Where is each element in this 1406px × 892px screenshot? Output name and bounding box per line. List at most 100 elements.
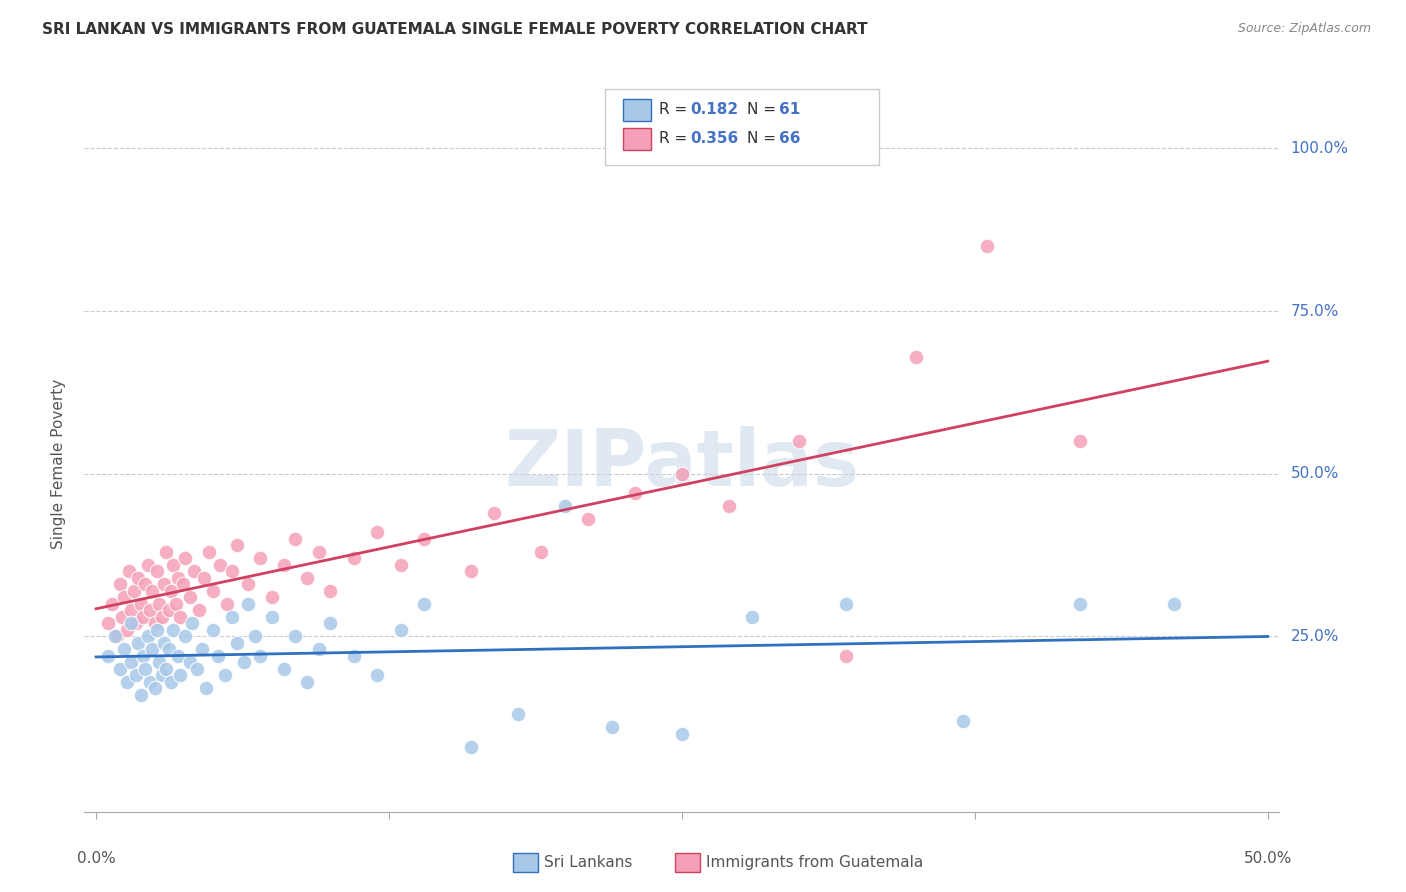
- Point: [186, 662, 208, 676]
- Point: [484, 506, 506, 520]
- Point: [150, 609, 173, 624]
- Point: [118, 564, 141, 578]
- Point: [162, 623, 184, 637]
- Text: 75.0%: 75.0%: [1291, 303, 1339, 318]
- Point: [460, 739, 482, 754]
- Point: [221, 609, 243, 624]
- Point: [134, 577, 156, 591]
- Point: [554, 499, 576, 513]
- Point: [787, 434, 810, 448]
- Point: [207, 648, 229, 663]
- Point: [104, 629, 127, 643]
- Point: [1069, 597, 1091, 611]
- Point: [160, 583, 183, 598]
- Point: [190, 642, 212, 657]
- Point: [174, 629, 197, 643]
- Point: [169, 609, 191, 624]
- Point: [120, 603, 142, 617]
- Text: R =: R =: [659, 131, 693, 145]
- Text: 50.0%: 50.0%: [1243, 851, 1292, 865]
- Point: [214, 668, 236, 682]
- Point: [835, 597, 858, 611]
- Point: [1163, 597, 1185, 611]
- Point: [249, 648, 271, 663]
- Text: 0.182: 0.182: [690, 103, 738, 117]
- Text: 0.0%: 0.0%: [77, 851, 115, 865]
- Text: 50.0%: 50.0%: [1291, 467, 1339, 481]
- Point: [146, 564, 169, 578]
- Point: [143, 681, 166, 695]
- Point: [245, 629, 267, 643]
- Point: [197, 544, 219, 558]
- Point: [343, 648, 366, 663]
- Point: [217, 597, 239, 611]
- Point: [273, 558, 295, 572]
- Point: [183, 564, 205, 578]
- Point: [167, 648, 190, 663]
- Point: [232, 655, 254, 669]
- Point: [671, 727, 693, 741]
- Point: [238, 597, 260, 611]
- Point: [366, 668, 388, 682]
- Text: Sri Lankans: Sri Lankans: [544, 855, 633, 870]
- Point: [209, 558, 232, 572]
- Point: [136, 629, 159, 643]
- Text: 61: 61: [779, 103, 800, 117]
- Point: [146, 623, 169, 637]
- Point: [108, 662, 131, 676]
- Point: [741, 609, 763, 624]
- Point: [952, 714, 974, 728]
- Point: [127, 635, 149, 649]
- Point: [506, 707, 529, 722]
- Point: [193, 571, 215, 585]
- Point: [413, 532, 436, 546]
- Point: [153, 577, 176, 591]
- Point: [134, 662, 156, 676]
- Point: [260, 609, 283, 624]
- Point: [460, 564, 482, 578]
- Point: [167, 571, 190, 585]
- Point: [112, 590, 135, 604]
- Point: [576, 512, 599, 526]
- Point: [260, 590, 283, 604]
- Point: [202, 583, 225, 598]
- Point: [122, 583, 145, 598]
- Point: [141, 642, 163, 657]
- Text: 25.0%: 25.0%: [1291, 629, 1339, 644]
- Point: [195, 681, 218, 695]
- Point: [905, 350, 928, 364]
- Point: [295, 674, 318, 689]
- Point: [717, 499, 740, 513]
- Text: N =: N =: [747, 131, 780, 145]
- Point: [225, 538, 247, 552]
- Point: [976, 239, 998, 253]
- Point: [172, 577, 194, 591]
- Point: [671, 467, 693, 481]
- Point: [600, 720, 623, 734]
- Point: [115, 674, 138, 689]
- Point: [112, 642, 135, 657]
- Point: [105, 629, 128, 643]
- Point: [111, 609, 134, 624]
- Point: [160, 674, 183, 689]
- Point: [530, 544, 553, 558]
- Point: [174, 551, 197, 566]
- Point: [157, 642, 180, 657]
- Point: [150, 668, 173, 682]
- Text: 66: 66: [779, 131, 800, 145]
- Text: SRI LANKAN VS IMMIGRANTS FROM GUATEMALA SINGLE FEMALE POVERTY CORRELATION CHART: SRI LANKAN VS IMMIGRANTS FROM GUATEMALA …: [42, 22, 868, 37]
- Point: [169, 668, 191, 682]
- Text: 100.0%: 100.0%: [1291, 141, 1348, 156]
- Point: [155, 544, 177, 558]
- Point: [413, 597, 436, 611]
- Point: [221, 564, 243, 578]
- Point: [153, 635, 176, 649]
- Text: Immigrants from Guatemala: Immigrants from Guatemala: [706, 855, 924, 870]
- Point: [97, 648, 120, 663]
- Point: [148, 655, 170, 669]
- Point: [284, 629, 307, 643]
- Point: [202, 623, 225, 637]
- Point: [835, 648, 858, 663]
- Point: [132, 648, 155, 663]
- Point: [143, 616, 166, 631]
